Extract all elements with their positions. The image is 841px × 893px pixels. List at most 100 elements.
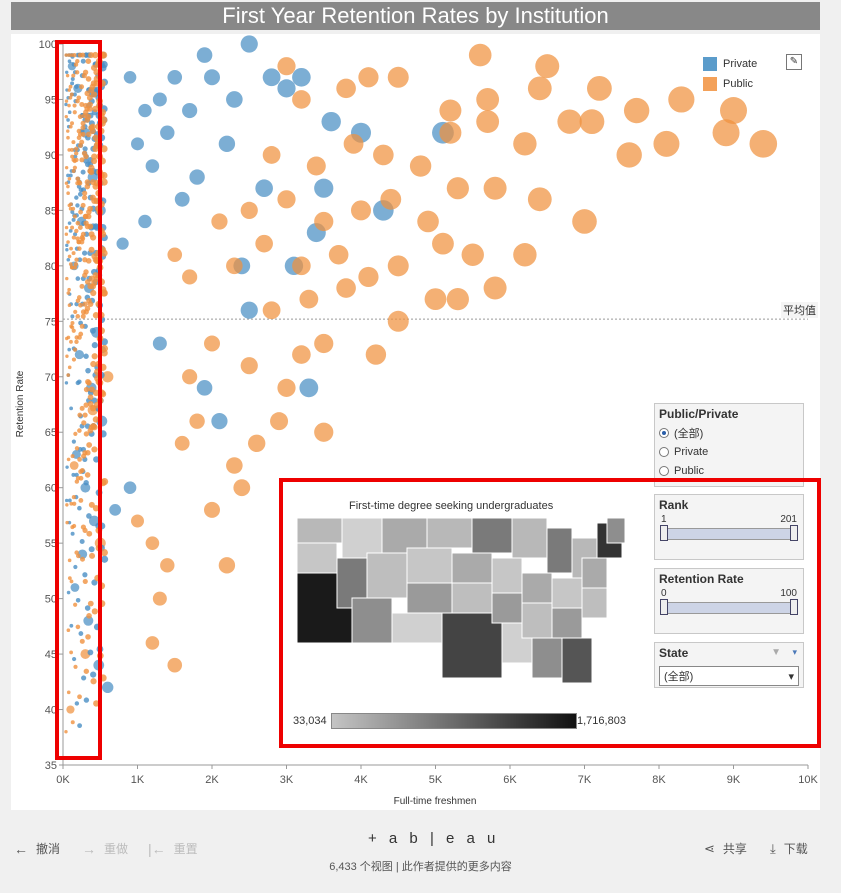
scatter-point-private[interactable] <box>77 379 82 385</box>
scatter-point-public[interactable] <box>476 110 500 134</box>
scatter-point-public[interactable] <box>90 360 97 368</box>
scatter-point-public[interactable] <box>64 114 68 119</box>
scatter-point-private[interactable] <box>167 69 183 85</box>
scatter-point-public[interactable] <box>74 157 79 163</box>
scatter-point-public[interactable] <box>417 210 439 233</box>
scatter-point-public[interactable] <box>71 73 76 78</box>
scatter-point-public[interactable] <box>446 288 469 311</box>
scatter-point-public[interactable] <box>74 446 80 451</box>
scatter-point-public[interactable] <box>668 86 695 113</box>
scatter-point-private[interactable] <box>66 173 70 178</box>
scatter-point-public[interactable] <box>71 251 76 256</box>
scatter-point-private[interactable] <box>82 146 88 152</box>
scatter-point-public[interactable] <box>83 153 89 160</box>
scatter-point-public[interactable] <box>90 405 97 412</box>
scatter-point-public[interactable] <box>69 461 79 470</box>
scatter-point-public[interactable] <box>66 191 70 195</box>
scatter-point-public[interactable] <box>85 634 91 640</box>
scatter-point-private[interactable] <box>226 91 243 108</box>
scatter-point-public[interactable] <box>91 153 98 160</box>
scatter-point-public[interactable] <box>483 276 507 300</box>
scatter-point-public[interactable] <box>65 73 70 78</box>
scatter-point-private[interactable] <box>218 135 236 153</box>
scatter-point-public[interactable] <box>100 344 109 353</box>
scatter-point-public[interactable] <box>67 254 72 259</box>
scatter-point-private[interactable] <box>75 276 81 281</box>
scatter-point-private[interactable] <box>116 237 129 250</box>
scatter-point-public[interactable] <box>226 457 243 474</box>
scatter-point-public[interactable] <box>82 272 88 278</box>
scatter-point-private[interactable] <box>64 498 69 503</box>
scatter-point-private[interactable] <box>77 505 82 511</box>
scatter-point-public[interactable] <box>74 257 79 262</box>
scatter-point-private[interactable] <box>88 546 95 553</box>
scatter-point-public[interactable] <box>82 412 88 418</box>
scatter-point-public[interactable] <box>75 314 81 319</box>
scatter-point-private[interactable] <box>86 513 92 519</box>
scatter-point-private[interactable] <box>83 158 89 164</box>
scatter-point-public[interactable] <box>92 505 100 512</box>
scatter-point-public[interactable] <box>64 225 69 230</box>
redo-button[interactable]: → 重做 <box>82 840 128 857</box>
scatter-point-public[interactable] <box>83 386 90 393</box>
scatter-point-private[interactable] <box>77 723 83 729</box>
scatter-point-public[interactable] <box>67 303 72 308</box>
map-state[interactable] <box>451 582 493 614</box>
scatter-point-public[interactable] <box>277 57 296 76</box>
scatter-point-private[interactable] <box>77 191 83 197</box>
map-state[interactable] <box>491 592 523 624</box>
scatter-point-public[interactable] <box>66 240 70 244</box>
scatter-point-private[interactable] <box>211 413 228 430</box>
scatter-point-public[interactable] <box>72 501 77 506</box>
scatter-point-public[interactable] <box>79 638 85 644</box>
scatter-point-public[interactable] <box>75 220 81 226</box>
scatter-point-public[interactable] <box>71 157 76 162</box>
scatter-point-public[interactable] <box>67 576 72 580</box>
scatter-point-private[interactable] <box>93 456 100 463</box>
scatter-point-public[interactable] <box>64 165 69 170</box>
scatter-point-public[interactable] <box>314 422 334 442</box>
scatter-point-public[interactable] <box>299 289 319 309</box>
scatter-point-public[interactable] <box>92 312 100 319</box>
scatter-point-public[interactable] <box>77 246 82 251</box>
scatter-point-public[interactable] <box>77 412 83 418</box>
map-state[interactable] <box>297 518 343 544</box>
scatter-point-public[interactable] <box>653 130 680 157</box>
scatter-point-public[interactable] <box>91 157 98 165</box>
scatter-point-private[interactable] <box>145 159 160 173</box>
scatter-chart[interactable]: 35 40 45 50 55 60 65 70 75 80 85 90 95 100 0K 1K 2K 3K 4K 5… <box>11 34 820 810</box>
scatter-point-public[interactable] <box>64 99 69 103</box>
map-state[interactable] <box>451 552 493 584</box>
scatter-point-private[interactable] <box>67 59 72 63</box>
scatter-point-public[interactable] <box>81 73 87 79</box>
map-state[interactable] <box>441 612 503 679</box>
legend[interactable]: Private Public <box>703 54 757 94</box>
scatter-point-private[interactable] <box>84 605 91 611</box>
scatter-point-public[interactable] <box>74 339 79 345</box>
scatter-point-public[interactable] <box>80 120 86 126</box>
scatter-point-public[interactable] <box>80 125 86 131</box>
scatter-point-public[interactable] <box>69 92 74 97</box>
scatter-point-public[interactable] <box>83 431 90 437</box>
scatter-point-private[interactable] <box>189 169 205 185</box>
legend-item-private[interactable]: Private <box>703 54 757 74</box>
scatter-point-private[interactable] <box>83 480 89 486</box>
scatter-point-public[interactable] <box>91 608 98 615</box>
scatter-point-public[interactable] <box>66 184 70 189</box>
radio-public[interactable]: Public <box>655 461 803 480</box>
us-map[interactable] <box>297 518 627 698</box>
scatter-point-public[interactable] <box>88 246 95 253</box>
scatter-point-public[interactable] <box>262 301 281 320</box>
scatter-point-public[interactable] <box>79 405 85 411</box>
scatter-point-public[interactable] <box>74 146 79 152</box>
radio-icon[interactable] <box>659 427 669 438</box>
view-count[interactable]: 6,433 个视图 | 此作者提供的更多内容 <box>329 861 512 873</box>
scatter-point-private[interactable] <box>82 572 88 578</box>
scatter-point-public[interactable] <box>82 213 89 220</box>
scatter-point-private[interactable] <box>83 615 94 626</box>
scatter-point-public[interactable] <box>71 328 76 333</box>
scatter-point-public[interactable] <box>74 228 79 234</box>
scatter-point-public[interactable] <box>66 705 75 714</box>
map-state[interactable] <box>531 637 563 679</box>
scatter-point-public[interactable] <box>513 243 537 267</box>
